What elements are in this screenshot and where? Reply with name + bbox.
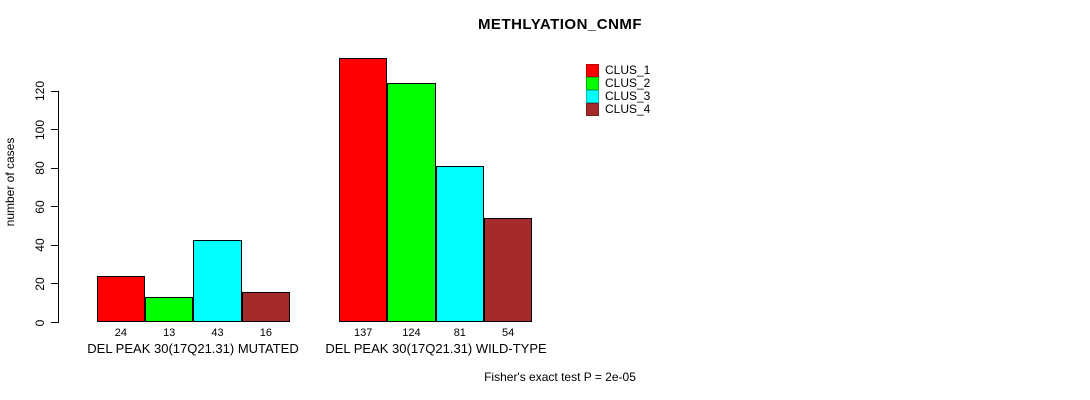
legend-item-clus_4: CLUS_4 bbox=[586, 103, 650, 116]
y-tick-label: 40 bbox=[33, 238, 47, 253]
legend-label: CLUS_2 bbox=[605, 76, 651, 90]
bar-value-label: 24 bbox=[114, 327, 127, 339]
bar-value-label: 43 bbox=[211, 327, 224, 339]
bar-value-label: 54 bbox=[502, 327, 515, 339]
y-tick-mark bbox=[51, 206, 58, 208]
y-tick-mark bbox=[51, 244, 58, 246]
legend-swatch-clus_1 bbox=[586, 64, 599, 77]
legend-item-clus_2: CLUS_2 bbox=[586, 77, 650, 90]
legend-swatch-clus_2 bbox=[586, 77, 599, 90]
bar-value-label: 81 bbox=[453, 327, 466, 339]
legend-swatch-clus_4 bbox=[586, 103, 599, 116]
y-tick-label: 80 bbox=[33, 161, 47, 175]
y-tick-mark bbox=[51, 167, 58, 169]
y-axis-line bbox=[58, 91, 59, 324]
bar-clus_2-mutated bbox=[145, 297, 194, 323]
bar-value-label: 16 bbox=[259, 327, 272, 339]
bar-clus_4-mutated bbox=[241, 291, 291, 323]
y-tick-label: 60 bbox=[33, 200, 47, 214]
legend-item-clus_1: CLUS_1 bbox=[586, 64, 650, 77]
fisher-test-annotation: Fisher's exact test P = 2e-05 bbox=[484, 370, 636, 384]
legend: CLUS_1 CLUS_2 CLUS_3 CLUS_4 bbox=[586, 64, 650, 116]
bar-clus_4-wild-type bbox=[483, 218, 533, 323]
bar-clus_3-wild-type bbox=[435, 166, 484, 323]
y-tick-label: 0 bbox=[33, 319, 47, 326]
bar-clus_3-mutated bbox=[193, 239, 242, 323]
y-tick-mark bbox=[51, 90, 58, 92]
y-tick-mark bbox=[51, 322, 58, 323]
legend-label: CLUS_1 bbox=[605, 63, 651, 77]
y-tick-mark bbox=[51, 129, 58, 131]
bar-value-label: 137 bbox=[353, 327, 373, 339]
bar-value-label: 124 bbox=[402, 327, 421, 339]
chart-title: METHLYATION_CNMF bbox=[477, 16, 643, 33]
bar-value-label: 13 bbox=[163, 327, 176, 339]
legend-label: CLUS_4 bbox=[605, 102, 651, 116]
x-category-label-wild-type: DEL PEAK 30(17Q21.31) WILD-TYPE bbox=[325, 341, 547, 356]
legend-label: CLUS_3 bbox=[605, 89, 651, 103]
y-tick-label: 100 bbox=[33, 119, 47, 140]
legend-item-clus_3: CLUS_3 bbox=[586, 90, 650, 103]
y-tick-label: 20 bbox=[33, 277, 47, 291]
y-axis-label: number of cases bbox=[3, 137, 17, 227]
bar-clus_2-wild-type bbox=[387, 83, 436, 323]
y-tick-label: 120 bbox=[33, 81, 47, 102]
x-category-label-mutated: DEL PEAK 30(17Q21.31) MUTATED bbox=[87, 341, 299, 356]
y-tick-mark bbox=[51, 283, 58, 285]
bar-clus_1-wild-type bbox=[339, 58, 388, 323]
bar-clus_1-mutated bbox=[96, 276, 146, 323]
legend-swatch-clus_3 bbox=[586, 90, 599, 103]
